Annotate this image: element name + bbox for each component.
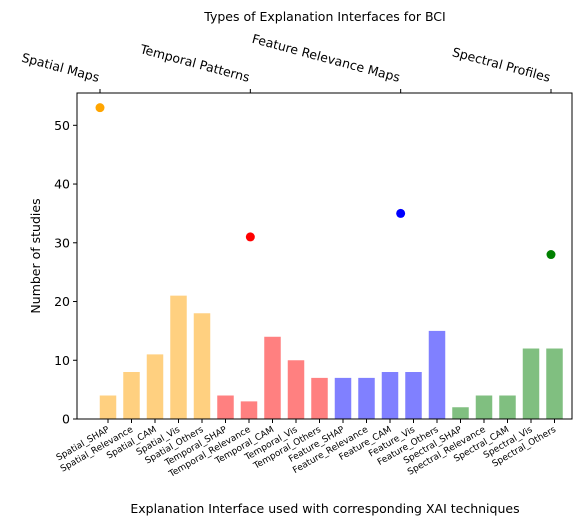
point-spectral-profiles [546, 250, 556, 260]
point-temporal-patterns [245, 232, 255, 242]
bar-spatial-relevance [123, 372, 140, 419]
chart-title: Types of Explanation Interfaces for BCI [203, 9, 445, 24]
y-tick-label: 40 [54, 177, 70, 192]
bar-feature-shap [334, 377, 352, 419]
point-spatial-maps [95, 103, 105, 113]
bar-spectral-others [546, 348, 563, 419]
y-tick-label: 30 [54, 235, 70, 250]
bar-temporal-vis [287, 360, 305, 419]
bar-feature-relevance [358, 377, 375, 419]
plot-frame [76, 92, 573, 420]
top-tick-label: Feature Relevance Maps [250, 31, 401, 85]
y-tick-label: 0 [62, 412, 70, 427]
y-tick-label: 10 [54, 353, 70, 368]
bars-layer [99, 295, 563, 419]
bar-feature-others [428, 330, 446, 419]
bar-temporal-relevance [240, 401, 258, 419]
bar-spectral-relevance [475, 395, 493, 419]
bar-spatial-others [193, 313, 211, 419]
y-axis-label: Number of studies [28, 198, 43, 313]
y-axis: 0 10 20 30 40 50 [54, 118, 77, 427]
bar-spectral-cam [499, 395, 516, 419]
x-axis: Spatial_SHAPSpatial_RelevanceSpatial_CAM… [55, 419, 558, 480]
point-feature-relevance-maps [396, 208, 406, 218]
bar-temporal-shap [217, 395, 234, 419]
bar-spatial-shap [99, 395, 117, 419]
bar-spatial-cam [146, 354, 164, 419]
bar-feature-vis [405, 372, 422, 419]
top-tick-label: Spectral Profiles [451, 44, 552, 85]
top-tick-label: Spatial Maps [20, 50, 101, 85]
top-tick-label: Temporal Patterns [138, 41, 252, 85]
bar-temporal-cam [264, 336, 281, 419]
bar-spectral-vis [522, 348, 540, 419]
y-tick-label: 20 [54, 294, 70, 309]
y-tick-label: 50 [54, 118, 70, 133]
bar-spatial-vis [170, 295, 187, 419]
top-axis: Spatial Maps Temporal Patterns Feature Rel… [20, 31, 552, 93]
bar-spectral-shap [452, 407, 469, 419]
x-axis-label: Explanation Interface used with correspo… [130, 501, 519, 516]
bar-feature-cam [381, 372, 399, 419]
bar-temporal-others [311, 377, 328, 419]
group-total-points [95, 103, 556, 260]
